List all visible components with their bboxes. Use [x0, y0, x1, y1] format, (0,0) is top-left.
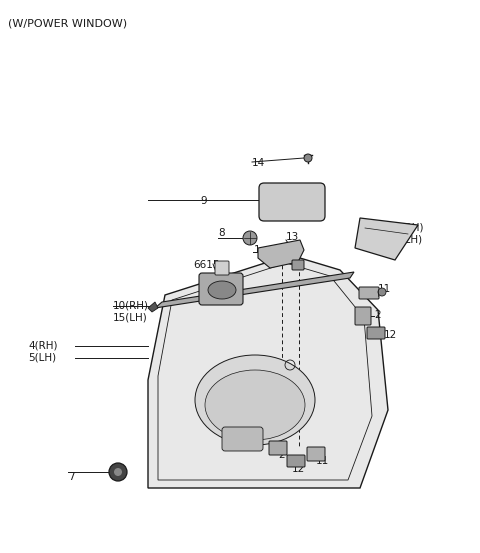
- Text: 9: 9: [200, 196, 206, 206]
- Text: 4(RH): 4(RH): [28, 340, 58, 350]
- Ellipse shape: [208, 281, 236, 299]
- FancyBboxPatch shape: [287, 455, 305, 467]
- FancyBboxPatch shape: [259, 183, 325, 221]
- FancyBboxPatch shape: [355, 307, 371, 325]
- FancyBboxPatch shape: [307, 447, 325, 461]
- Circle shape: [304, 154, 312, 162]
- Polygon shape: [148, 302, 158, 312]
- FancyBboxPatch shape: [292, 260, 304, 270]
- Polygon shape: [148, 255, 388, 488]
- Text: 3(RH): 3(RH): [394, 222, 423, 232]
- FancyBboxPatch shape: [222, 427, 263, 451]
- Text: 7: 7: [68, 472, 74, 482]
- Text: 14: 14: [252, 158, 265, 168]
- Text: 10(RH): 10(RH): [113, 300, 149, 310]
- Text: (W/POWER WINDOW): (W/POWER WINDOW): [8, 18, 127, 28]
- Text: 8: 8: [218, 228, 225, 238]
- Text: 15(LH): 15(LH): [113, 312, 148, 322]
- Text: 13: 13: [286, 232, 299, 242]
- Circle shape: [243, 231, 257, 245]
- Text: 2: 2: [374, 310, 381, 320]
- Polygon shape: [258, 240, 304, 268]
- Text: 11: 11: [378, 284, 391, 294]
- Text: 6615: 6615: [193, 260, 219, 270]
- Text: 12: 12: [384, 330, 397, 340]
- Text: 5(LH): 5(LH): [28, 352, 56, 362]
- Circle shape: [114, 468, 122, 476]
- FancyBboxPatch shape: [199, 273, 243, 305]
- Ellipse shape: [195, 355, 315, 445]
- FancyBboxPatch shape: [367, 327, 385, 339]
- Text: 12: 12: [292, 464, 305, 474]
- FancyBboxPatch shape: [215, 261, 229, 275]
- Text: 1: 1: [254, 245, 261, 255]
- Text: 2: 2: [278, 450, 285, 460]
- Circle shape: [109, 463, 127, 481]
- Polygon shape: [355, 218, 418, 260]
- FancyBboxPatch shape: [269, 441, 287, 455]
- Ellipse shape: [205, 370, 305, 440]
- Text: 6(LH): 6(LH): [394, 234, 422, 244]
- Text: 11: 11: [316, 456, 329, 466]
- Circle shape: [378, 288, 386, 296]
- FancyBboxPatch shape: [359, 287, 379, 299]
- Polygon shape: [155, 272, 354, 308]
